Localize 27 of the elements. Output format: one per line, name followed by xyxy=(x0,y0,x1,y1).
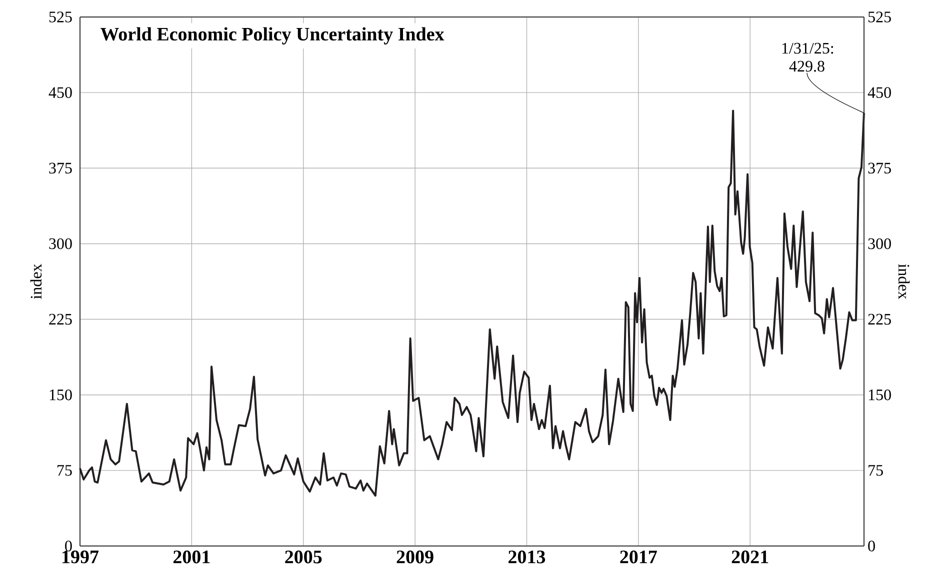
y2-tick-label: 75 xyxy=(868,465,883,476)
y-tick-label: 450 xyxy=(48,87,72,98)
y-tick-label: 525 xyxy=(49,12,72,22)
y2-tick-label: 0 xyxy=(868,540,875,552)
chart-title: World Economic Policy Uncertainty Index xyxy=(100,27,444,44)
y2-axis-title: index xyxy=(898,264,910,300)
x-tick-label: 2001 xyxy=(173,550,210,564)
y2-tick-label: 525 xyxy=(868,12,891,22)
y-tick-label: 0 xyxy=(65,540,72,552)
y2-tick-label: 375 xyxy=(868,162,891,174)
y-axis-title: index xyxy=(30,264,42,299)
y2-tick-label: 150 xyxy=(868,389,891,400)
y-tick-label: 150 xyxy=(50,389,72,400)
y-tick-label: 375 xyxy=(49,162,72,174)
x-tick-label: 2017 xyxy=(620,550,657,564)
y-tick-label: 75 xyxy=(58,465,72,476)
y-tick-label: 300 xyxy=(49,238,72,250)
x-tick-label: 2009 xyxy=(396,550,434,564)
x-tick-label: 1997 xyxy=(62,550,99,564)
x-tick-label: 2021 xyxy=(732,550,768,564)
y2-tick-label: 225 xyxy=(868,314,891,325)
annotation: 1/31/25: 429.8 xyxy=(782,42,834,72)
y2-tick-label: 450 xyxy=(868,87,891,98)
x-tick-label: 2005 xyxy=(285,550,322,564)
x-tick-label: 2013 xyxy=(508,550,546,564)
y-tick-label: 225 xyxy=(49,314,72,325)
y2-tick-label: 300 xyxy=(868,238,891,250)
